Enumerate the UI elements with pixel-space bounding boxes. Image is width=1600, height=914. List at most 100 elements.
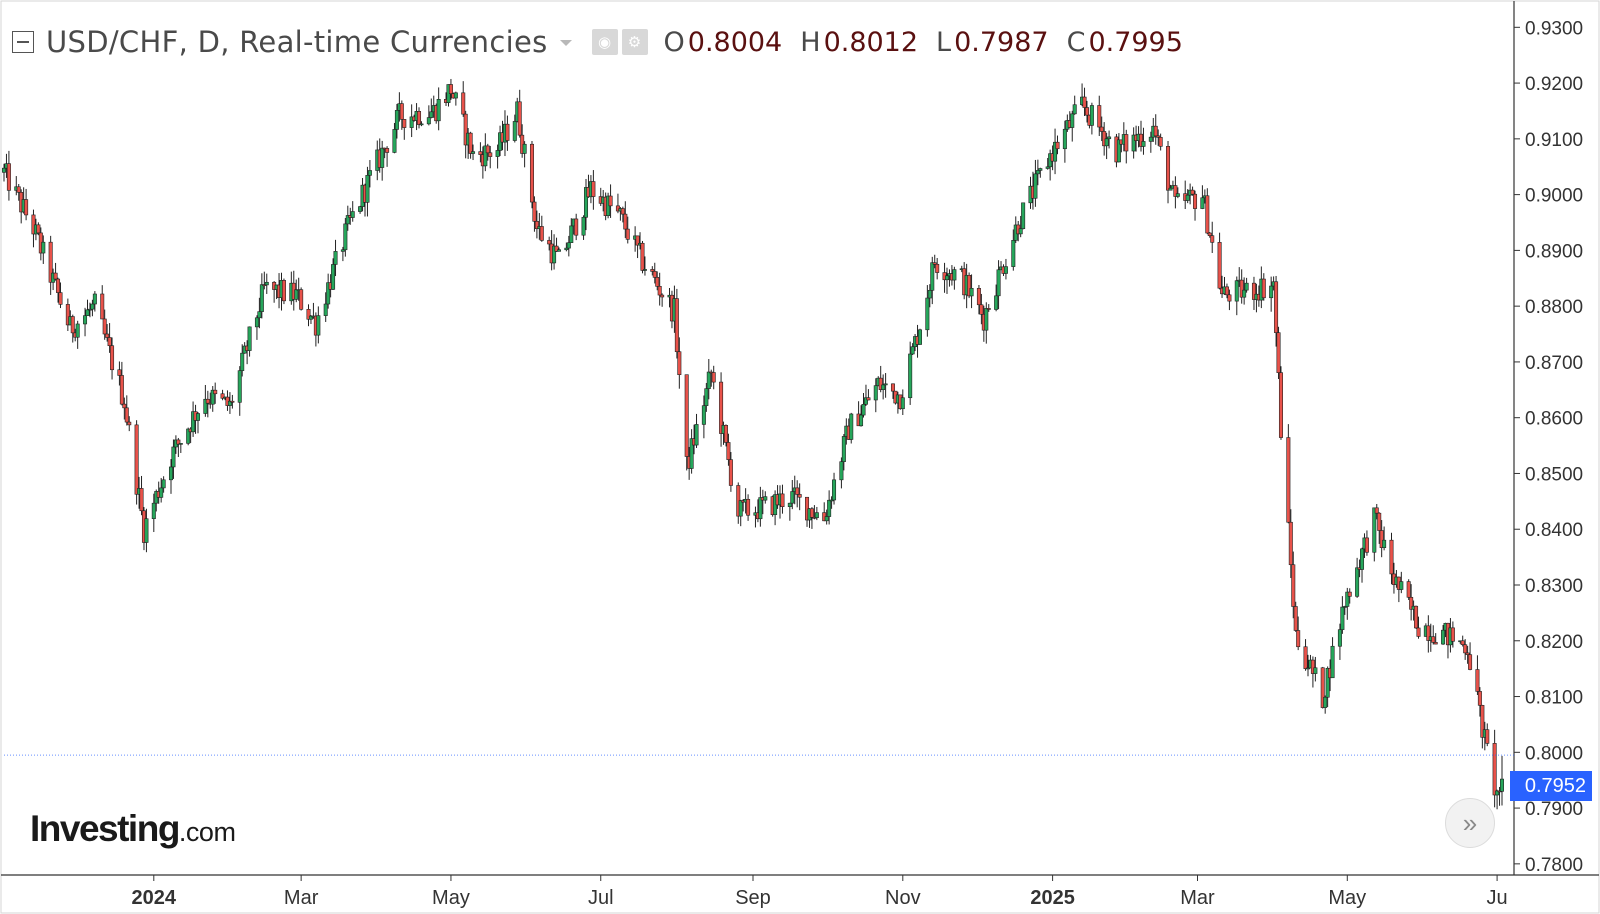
gear-icon[interactable]: ⚙ bbox=[621, 29, 648, 55]
candle-body bbox=[1323, 696, 1328, 708]
candle-body bbox=[976, 288, 981, 306]
candle-body bbox=[124, 407, 129, 423]
candle-body bbox=[345, 215, 350, 225]
candle-body bbox=[746, 498, 751, 516]
candle-body bbox=[642, 269, 647, 271]
candle-body bbox=[1495, 790, 1500, 796]
candle-body bbox=[1374, 507, 1379, 514]
candle-body bbox=[1084, 107, 1089, 116]
candle-body bbox=[1224, 286, 1229, 296]
symbol-title[interactable]: USD/CHF, D, Real-time Currencies bbox=[46, 25, 548, 59]
candle-body bbox=[829, 499, 834, 502]
candle-body bbox=[684, 374, 689, 457]
candle-body bbox=[1055, 141, 1060, 150]
candle-body bbox=[385, 148, 390, 153]
candle-body bbox=[402, 119, 407, 128]
candle-body bbox=[1468, 654, 1473, 670]
candle-body bbox=[1242, 289, 1247, 298]
candle-body bbox=[726, 442, 731, 460]
collapse-icon[interactable] bbox=[12, 31, 34, 53]
candle-body bbox=[827, 499, 832, 517]
candle-body bbox=[1330, 645, 1335, 679]
x-tick-label: May bbox=[432, 887, 470, 909]
candle-body bbox=[984, 308, 989, 331]
x-tick-label: 2025 bbox=[1030, 887, 1075, 909]
candle-body bbox=[1070, 113, 1075, 128]
candle-body bbox=[706, 371, 711, 389]
candle-body bbox=[485, 145, 490, 154]
candle-body bbox=[264, 281, 269, 286]
candle-body bbox=[1021, 202, 1026, 230]
candle-body bbox=[881, 384, 886, 390]
candle-body bbox=[694, 424, 699, 446]
x-tick-label: Ju bbox=[1487, 887, 1508, 909]
candle-body bbox=[674, 298, 679, 353]
candle-body bbox=[1234, 280, 1239, 302]
candle-body bbox=[1288, 521, 1293, 566]
candle-body bbox=[105, 333, 110, 338]
x-tick-label: May bbox=[1328, 887, 1366, 909]
candle-body bbox=[254, 317, 259, 328]
candle-body bbox=[883, 383, 888, 386]
candle-body bbox=[326, 282, 331, 305]
scroll-to-latest-button[interactable]: » bbox=[1445, 798, 1495, 848]
candle-body bbox=[205, 398, 210, 404]
candle-body bbox=[1033, 173, 1038, 199]
candle-body bbox=[1062, 128, 1067, 150]
x-tick-label: Nov bbox=[885, 887, 921, 909]
y-tick-label: 0.7900 bbox=[1525, 799, 1583, 820]
candle-body bbox=[797, 494, 802, 498]
candle-body bbox=[1347, 591, 1352, 597]
candle-body bbox=[161, 479, 166, 489]
low-key: L bbox=[936, 26, 952, 58]
candle-body bbox=[90, 303, 95, 310]
candle-body bbox=[463, 113, 468, 146]
candle-body bbox=[832, 479, 837, 501]
candle-body bbox=[1141, 141, 1146, 147]
candle-body bbox=[1431, 636, 1436, 643]
candle-body bbox=[1082, 96, 1087, 108]
y-tick-label: 0.8000 bbox=[1525, 743, 1583, 764]
candle-body bbox=[144, 518, 149, 543]
candle-body bbox=[1038, 168, 1043, 171]
candle-body bbox=[1217, 242, 1222, 289]
candle-body bbox=[117, 369, 122, 376]
high-value: 0.8012 bbox=[823, 26, 919, 58]
candle-body bbox=[1104, 138, 1109, 147]
candle-body bbox=[488, 152, 493, 157]
candle-body bbox=[1166, 146, 1171, 191]
candle-body bbox=[1274, 281, 1279, 333]
candle-body bbox=[1305, 667, 1310, 670]
candle-body bbox=[529, 143, 534, 203]
candle-body bbox=[1251, 282, 1256, 300]
candle-body bbox=[566, 242, 571, 249]
candle-body bbox=[1107, 136, 1112, 140]
candle-body bbox=[230, 400, 235, 403]
chevron-down-icon[interactable] bbox=[559, 40, 572, 46]
candle-body bbox=[1409, 596, 1414, 610]
candle-body bbox=[107, 337, 112, 347]
candle-body bbox=[758, 497, 763, 520]
candle-body bbox=[1433, 642, 1438, 645]
candle-body bbox=[1, 167, 7, 173]
candle-body bbox=[70, 316, 75, 334]
close-key: C bbox=[1066, 26, 1086, 58]
candle-body bbox=[584, 187, 589, 218]
candle-body bbox=[814, 512, 819, 519]
candle-body bbox=[58, 292, 63, 305]
candle-body bbox=[512, 121, 517, 141]
candle-body bbox=[203, 398, 208, 414]
candle-body bbox=[1320, 667, 1325, 708]
candle-body bbox=[306, 309, 311, 320]
y-tick-label: 0.8700 bbox=[1525, 353, 1583, 374]
eye-icon[interactable]: ◉ bbox=[591, 29, 618, 55]
candle-body bbox=[908, 353, 913, 399]
close-value: 0.7995 bbox=[1088, 26, 1183, 58]
candle-body bbox=[16, 186, 21, 193]
candle-body bbox=[932, 262, 937, 265]
candle-body bbox=[350, 211, 355, 218]
candle-body bbox=[213, 389, 218, 395]
candle-body bbox=[333, 251, 338, 265]
